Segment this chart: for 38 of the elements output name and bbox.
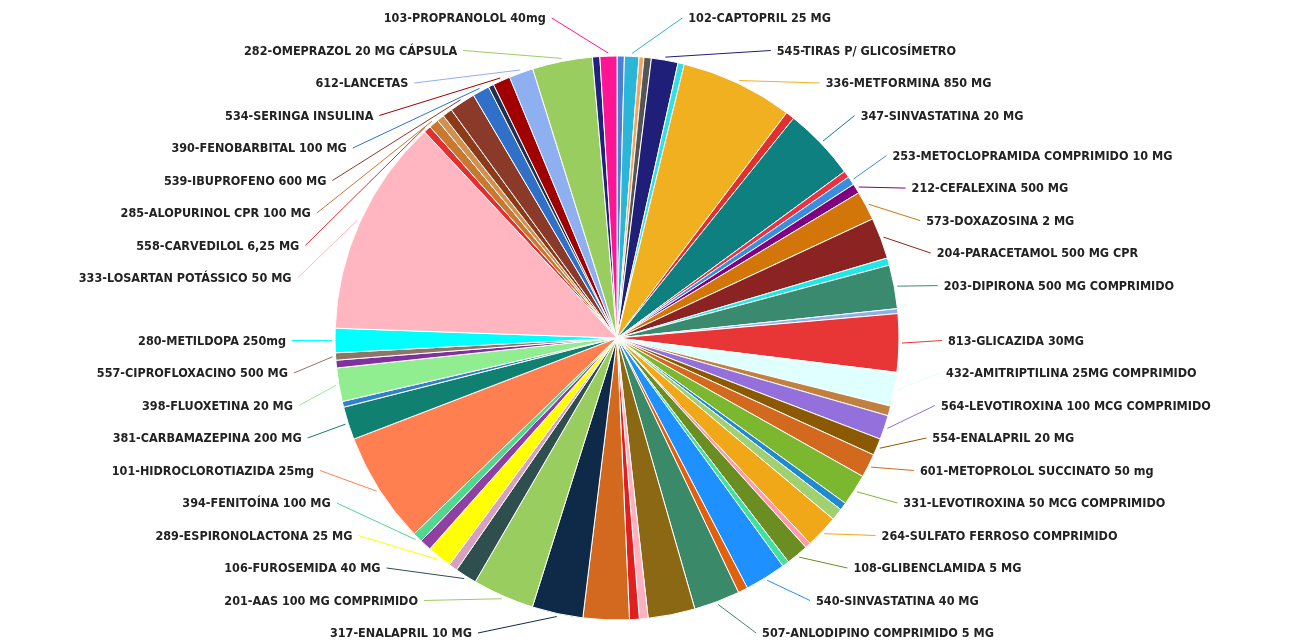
slice-label: 285-ALOPURINOL CPR 100 MG [120, 205, 311, 220]
slice-label: 390-FENOBARBITAL 100 MG [171, 140, 347, 155]
slice-label: 331-LEVOTIROXINA 50 MCG COMPRIMIDO [903, 495, 1166, 510]
slice-label: 317-ENALAPRIL 10 MG [329, 625, 472, 640]
slice-label: 398-FLUOXETINA 20 MG [142, 397, 294, 413]
slice-label: 280-METILDOPA 250mg [138, 332, 287, 348]
slice-label: 612-LANCETAS [315, 75, 409, 90]
slice-label: 264-SULFATO FERROSO COMPRIMIDO [881, 527, 1118, 543]
slice-label: 601-METOPROLOL SUCCINATO 50 mg [919, 462, 1154, 478]
slice-label: 381-CARBAMAZEPINA 200 MG [112, 430, 302, 445]
slice-label: 289-ESPIRONOLACTONA 25 MG [155, 527, 353, 543]
slice-label: 212-CEFALEXINA 500 MG [911, 180, 1069, 196]
slice-label: 557-CIPROFLOXACINO 500 MG [96, 365, 288, 380]
slice-label: 558-CARVEDILOL 6,25 MG [136, 237, 300, 253]
slice-label: 204-PARACETAMOL 500 MG CPR [936, 245, 1139, 261]
slice-label: 333-LOSARTAN POTÁSSICO 50 MG [78, 270, 292, 285]
slice-label: 507-ANLODIPINO COMPRIMIDO 5 MG [762, 625, 994, 640]
slice-label: 573-DOXAZOSINA 2 MG [926, 212, 1075, 228]
slice-label: 394-FENITOÍNA 100 MG [182, 495, 331, 510]
slice-label: 103-PROPRANOLOL 40mg [383, 10, 546, 25]
slice-label: 201-AAS 100 MG COMPRIMIDO [224, 592, 419, 608]
slice-label: 282-OMEPRAZOL 20 MG CÁPSULA [244, 42, 458, 58]
slice-label: 101-HIDROCLOROTIAZIDA 25mg [111, 462, 315, 478]
slice-label: 106-FUROSEMIDA 40 MG [224, 560, 381, 575]
slice-label: 102-CAPTOPRIL 25 MG [688, 10, 832, 25]
slice-label: 108-GLIBENCLAMIDA 5 MG [853, 560, 1022, 575]
slice-label: 813-GLICAZIDA 30MG [947, 332, 1085, 348]
slice-label: 545-TIRAS P/ GLICOSÍMETRO [776, 42, 957, 58]
slice-label: 336-METFORMINA 850 MG [825, 75, 992, 90]
slice-label: 534-SERINGA INSULINA [225, 107, 374, 123]
slice-label: 347-SINVASTATINA 20 MG [860, 107, 1024, 123]
slice-label: 540-SINVASTATINA 40 MG [815, 592, 979, 608]
slice-label: 203-DIPIRONA 500 MG COMPRIMIDO [943, 277, 1175, 293]
slice-label: 253-METOCLOPRAMIDA COMPRIMIDO 10 MG [892, 147, 1173, 163]
slice-label: 554-ENALAPRIL 20 MG [932, 430, 1075, 445]
slice-label: 564-LEVOTIROXINA 100 MCG COMPRIMIDO [940, 397, 1211, 413]
slice-label: 539-IBUPROFENO 600 MG [163, 172, 327, 188]
slice-label: 432-AMITRIPTILINA 25MG COMPRIMIDO [946, 365, 1197, 380]
